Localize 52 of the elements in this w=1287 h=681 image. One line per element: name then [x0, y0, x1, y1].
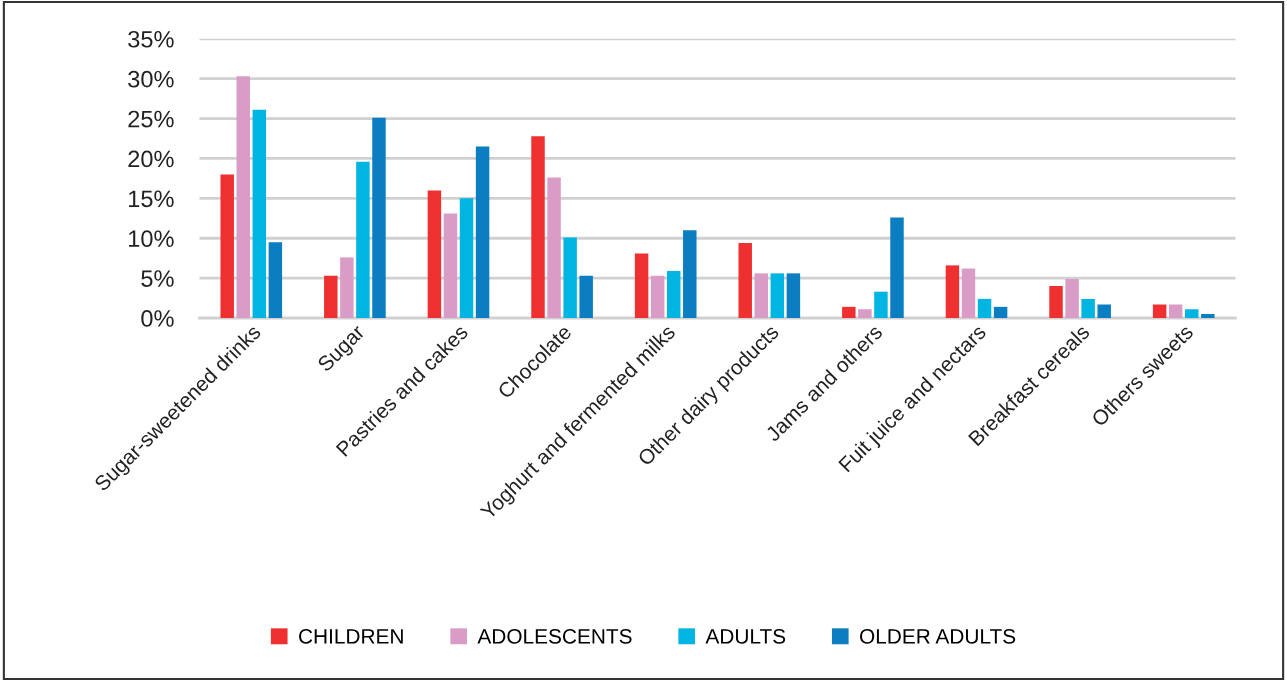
bar [372, 117, 386, 319]
legend-label: ADOLESCENTS [477, 628, 632, 644]
y-tick-label: 35% [128, 30, 174, 48]
bar [531, 136, 545, 319]
y-tick-label: 25% [128, 110, 174, 128]
bar [842, 306, 856, 319]
bar [356, 161, 370, 319]
bar [1097, 304, 1111, 319]
legend-label: CHILDREN [299, 628, 403, 644]
bar [667, 270, 681, 319]
legend-label: ADULTS [705, 628, 786, 644]
bar [220, 174, 234, 319]
bar [650, 275, 665, 319]
bar [874, 291, 888, 319]
bar [427, 190, 442, 319]
bar [1185, 309, 1199, 319]
bar [236, 76, 250, 319]
bar [1201, 314, 1215, 319]
bar [770, 273, 785, 319]
bar [1152, 304, 1167, 319]
bar [1065, 278, 1079, 319]
bar [1081, 298, 1095, 319]
y-tick-label: 0% [141, 310, 174, 327]
y-tick-label: 10% [129, 230, 174, 248]
bar [252, 109, 267, 319]
bar [475, 146, 490, 319]
bar [547, 177, 561, 319]
bar [443, 213, 458, 319]
bar [890, 217, 904, 319]
bar [563, 237, 577, 319]
bar [993, 306, 1008, 319]
bar [324, 275, 338, 319]
bar [1049, 286, 1063, 319]
bar [754, 273, 769, 319]
bar [268, 242, 283, 319]
bar [961, 268, 976, 319]
y-tick-label: 30% [128, 70, 174, 88]
bar [1168, 304, 1183, 319]
bar [683, 230, 697, 319]
bar [579, 275, 593, 319]
bar [977, 298, 992, 319]
y-tick-label: 5% [141, 270, 174, 287]
bar [738, 243, 752, 319]
bar [945, 265, 960, 319]
bar [786, 273, 801, 319]
legend-label: OLDER ADULTS [860, 628, 1016, 644]
bar [340, 257, 354, 319]
bar [858, 309, 872, 319]
y-tick-label: 20% [128, 150, 174, 168]
bar [634, 253, 649, 319]
y-tick-label: 15% [129, 190, 174, 208]
bar [459, 198, 474, 319]
